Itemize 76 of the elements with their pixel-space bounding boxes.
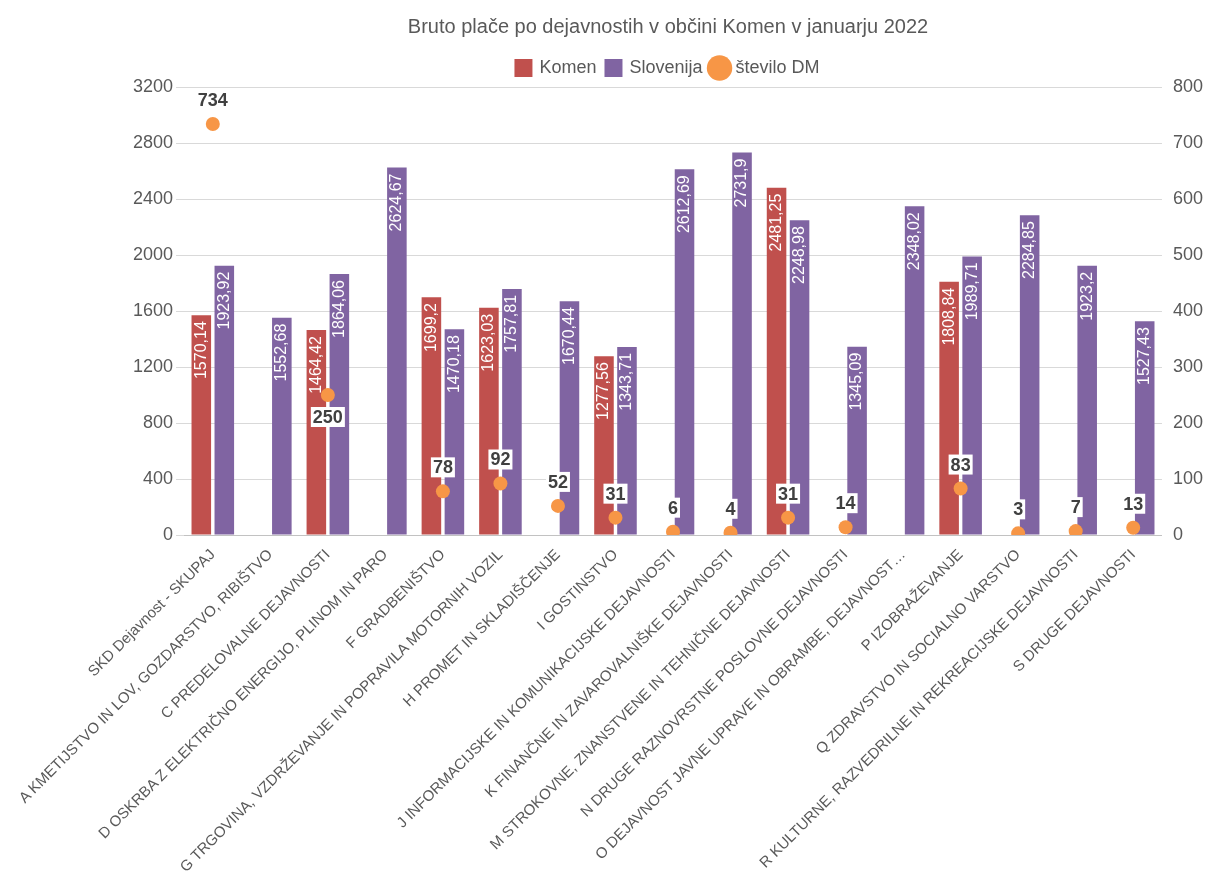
y2-tick-label: 0 xyxy=(1172,524,1183,544)
data-label: 4 xyxy=(725,498,736,519)
y-tick-label: 1200 xyxy=(133,355,174,376)
y-tick-label: 3200 xyxy=(133,75,174,96)
y-tick-label: 2800 xyxy=(133,131,174,152)
y2-tick-label: 200 xyxy=(1172,411,1204,432)
y-tick-label: 2000 xyxy=(133,243,174,264)
data-label: 1527,43 xyxy=(1135,327,1153,386)
data-label: 78 xyxy=(432,457,453,478)
legend-label: število DM xyxy=(735,56,820,77)
legend-label: Slovenija xyxy=(629,56,704,77)
y2-tick-label: 800 xyxy=(1172,75,1204,96)
y2-tick-label: 100 xyxy=(1172,467,1204,488)
data-label: 1343,71 xyxy=(617,352,635,411)
point xyxy=(666,524,681,536)
y2-tick-label: 500 xyxy=(1172,243,1204,264)
data-label: 13 xyxy=(1123,493,1144,514)
data-label: 52 xyxy=(547,471,568,492)
point xyxy=(435,484,450,499)
y-tick-label: 400 xyxy=(143,467,174,488)
data-label: 1570,14 xyxy=(191,321,209,380)
data-label: 1670,44 xyxy=(559,307,577,365)
point xyxy=(953,481,968,496)
y2-tick-label: 600 xyxy=(1172,187,1204,208)
bar xyxy=(214,265,235,535)
y2-tick-label: 300 xyxy=(1172,355,1204,376)
data-label: 1345,09 xyxy=(847,352,865,411)
point xyxy=(1126,520,1141,535)
data-label: 2284,85 xyxy=(1020,221,1038,279)
data-label: 2612,69 xyxy=(674,175,692,234)
y-tick-label: 1600 xyxy=(133,299,174,320)
bar xyxy=(387,167,407,535)
data-label: 3 xyxy=(1013,499,1024,520)
data-label: 2481,25 xyxy=(766,193,784,252)
data-label: 1923,92 xyxy=(214,271,232,330)
data-label: 7 xyxy=(1070,497,1081,518)
y-tick-label: 800 xyxy=(143,411,174,432)
y-tick-label: 0 xyxy=(163,524,174,544)
data-label: 250 xyxy=(312,406,343,427)
point xyxy=(608,510,623,525)
data-label: 2731,9 xyxy=(732,158,750,208)
bar xyxy=(904,206,925,535)
data-label: 734 xyxy=(197,89,228,110)
data-label: 92 xyxy=(490,449,511,470)
point xyxy=(781,510,796,525)
data-label: 1470,18 xyxy=(444,335,462,394)
data-label: 1989,71 xyxy=(962,262,980,321)
legend-label: Komen xyxy=(539,56,597,77)
data-label: 31 xyxy=(778,483,799,504)
point xyxy=(838,520,853,535)
point xyxy=(205,116,220,131)
data-label: 1864,06 xyxy=(329,279,347,338)
bar xyxy=(191,315,212,535)
data-label: 1699,2 xyxy=(421,303,439,353)
point xyxy=(550,498,565,513)
data-label: 2624,67 xyxy=(387,173,405,232)
data-label: 1923,2 xyxy=(1077,271,1095,321)
chart-title: Bruto plače po dejavnostih v občini Komen v januarju 2022 xyxy=(407,14,929,37)
data-label: 2248,98 xyxy=(789,226,807,284)
bar xyxy=(272,317,292,535)
data-label: 83 xyxy=(950,454,971,475)
data-label: 14 xyxy=(835,493,856,514)
data-label: 1464,42 xyxy=(306,335,324,394)
data-label: 1277,56 xyxy=(594,362,612,420)
point xyxy=(1068,524,1083,536)
data-label: 2348,02 xyxy=(905,212,923,271)
data-label: 1623,03 xyxy=(479,313,497,372)
data-label: 31 xyxy=(605,483,626,504)
data-label: 1757,81 xyxy=(502,294,520,353)
y2-tick-label: 400 xyxy=(1172,299,1204,320)
data-label: 1808,84 xyxy=(939,287,957,346)
data-label: 6 xyxy=(668,497,679,518)
y2-tick-label: 700 xyxy=(1172,131,1204,152)
data-label: 1552,68 xyxy=(272,323,290,382)
y-tick-label: 2400 xyxy=(133,187,174,208)
point xyxy=(493,476,508,491)
